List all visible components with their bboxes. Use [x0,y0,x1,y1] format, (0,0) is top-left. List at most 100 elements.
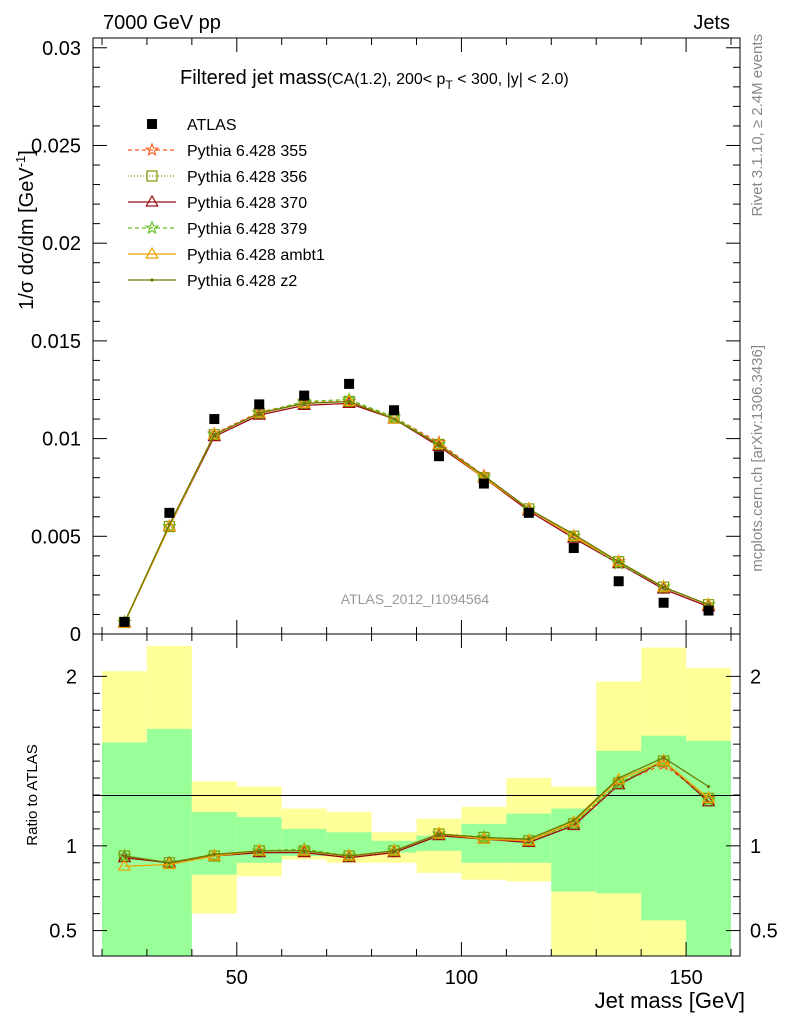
series-marker [212,852,216,856]
atlas-data-point [164,507,175,518]
legend-label: Pythia 6.428 ambt1 [187,247,325,264]
main-y-tick-label: 0.02 [42,233,81,255]
ratio-y-axis-label: Ratio to ATLAS [24,744,41,845]
atlas-data-point [299,390,310,401]
atlas-data-point [478,478,489,489]
legend-marker [145,246,159,259]
series-marker [122,854,127,858]
atlas-data-point [389,405,400,416]
series-marker [617,560,621,564]
main-y-tick-label: 0.015 [31,331,81,353]
series-marker [347,399,351,404]
x-tick-label: 50 [226,967,248,989]
plot-title-sub: T [445,78,453,92]
series-marker [117,858,132,871]
series-marker [167,861,171,865]
legend-marker [144,142,160,157]
atlas-data-point [209,414,220,425]
series-marker [162,857,177,870]
ratio-band-green [686,740,732,956]
main-x-axis [101,38,732,634]
main-y-label-close: ] [16,150,38,156]
series-marker [706,603,711,607]
analysis-watermark: ATLAS_2012_I1094564 [341,591,490,607]
series-pythia-6-428-z2 [122,756,711,865]
ratio-band-green [146,728,192,956]
legend-marker [144,220,160,235]
x-axis-label: Jet mass [GeV] [595,988,745,1013]
legend-entry: Pythia 6.428 z2 [128,273,297,290]
series-marker [701,790,716,805]
ratio-y-axis: 0.5 0.5 1 1 2 2 [49,666,778,942]
legend-label: Pythia 6.428 356 [187,169,307,186]
legend-label: Pythia 6.428 379 [187,221,307,238]
ratio-series-group [117,753,716,871]
series-marker [252,843,267,856]
atlas-data-point [613,576,624,587]
main-y-label-text: 1/σ dσ/dm [GeV [16,167,38,310]
mcplots-label: mcplots.cern.ch [arXiv:1306.3436] [749,345,766,572]
series-marker [522,833,536,846]
series-marker [162,855,177,869]
series-line [123,400,709,623]
series-marker [302,401,306,406]
series-marker [437,442,441,447]
legend-marker [147,119,157,129]
main-y-axis-label: 1/σ dσ/dm [GeV-1] [13,150,38,310]
atlas-data-point [658,597,669,608]
series-marker [572,532,576,536]
atlas-data-point [254,399,265,410]
series-marker [251,843,267,858]
series-marker [617,776,621,780]
atlas-data-point [703,605,714,616]
series-marker [162,519,177,532]
ratio-band-green [326,832,372,855]
series-marker [347,854,351,858]
legend-entry: Pythia 6.428 370 [128,194,307,212]
series-marker [527,837,531,841]
ratio-y-tick-label-right: 0.5 [750,921,778,943]
series-marker [167,522,171,527]
series-marker [706,784,711,789]
header-process: Jets [693,12,730,34]
series-line [123,398,709,623]
x-tick-label: 150 [669,967,702,989]
ratio-y-tick-label: 2 [66,666,77,688]
series-marker [341,848,357,863]
x-tick-label: 100 [445,967,478,989]
legend-marker [150,278,154,282]
main-y-tick-label: 0.01 [42,429,81,451]
ratio-band-green [596,750,642,894]
plot-title-main: Filtered jet mass [180,67,327,89]
series-marker [482,474,486,478]
series-line [123,402,709,623]
header-energy: 7000 GeV pp [103,12,221,34]
series-marker [342,848,356,861]
ratio-y-tick-label: 0.5 [49,921,77,943]
series-marker [251,405,267,420]
series-marker [117,848,132,863]
main-y-tick-label: 0.025 [31,135,81,157]
series-line [123,400,709,623]
atlas-data-point [523,507,534,518]
series-marker [212,433,216,437]
plot-title: Filtered jet mass(CA(1.2), 200< pT < 300… [180,67,569,92]
plot-title-cut: (CA(1.2), 200< p [327,71,446,88]
series-marker [297,843,311,856]
legend-marker [146,170,158,182]
series-marker [257,411,261,415]
legend-marker [145,194,159,207]
ratio-band-green [191,811,237,875]
ratio-y-tick-label-right: 1 [750,836,761,858]
atlas-data-point [568,543,579,554]
atlas-data-point [119,616,130,627]
rivet-label: Rivet 3.1.10, ≥ 2.4M events [749,34,766,217]
series-line [124,756,709,864]
series-marker [297,396,311,409]
legend-entry: Pythia 6.428 ambt1 [128,246,325,264]
ratio-uncertainty-bands [101,645,732,956]
legend-label: Pythia 6.428 370 [187,195,307,212]
series-marker [701,791,716,803]
series-marker [162,518,177,533]
